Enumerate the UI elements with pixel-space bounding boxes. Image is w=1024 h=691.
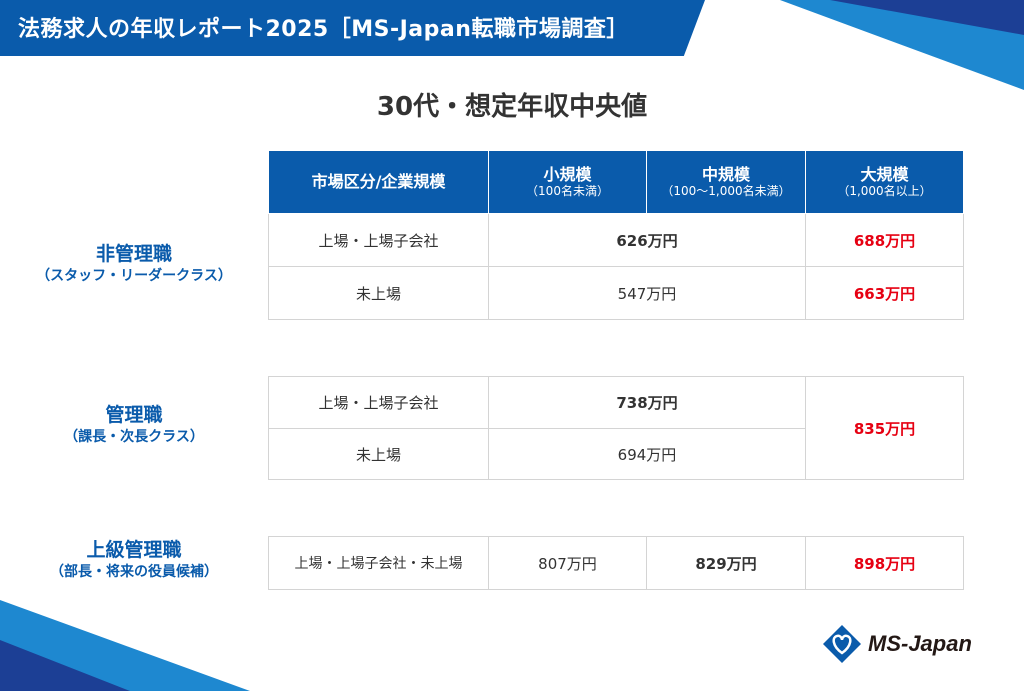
value-cell: 694万円 [488, 428, 806, 480]
section-label-manager: 管理職 （課長・次長クラス） [64, 404, 204, 445]
table-row: 未上場 547万円 663万円 [268, 266, 964, 320]
market-cell: 未上場 [268, 428, 489, 480]
value-cell-large: 688万円 [805, 213, 964, 267]
value-cell: 626万円 [488, 213, 806, 267]
salary-table-section-2: 上場・上場子会社 738万円 835万円 未上場 694万円 [268, 376, 964, 480]
header-small: 小規模 （100名未満） [488, 150, 647, 214]
value-cell-small: 807万円 [488, 536, 647, 590]
market-cell: 上場・上場子会社 [268, 213, 489, 267]
chart-subtitle: 30代・想定年収中央値 [376, 92, 648, 122]
salary-table-section-3: 上場・上場子会社・未上場 807万円 829万円 898万円 [268, 536, 964, 590]
report-title: 法務求人の年収レポート2025［MS-Japan転職市場調査］ [18, 17, 629, 42]
market-cell: 上場・上場子会社 [268, 376, 489, 429]
table-row: 上場・上場子会社・未上場 807万円 829万円 898万円 [268, 536, 964, 590]
ms-japan-logo: MS-Japan [822, 624, 972, 664]
header-large: 大規模 （1,000名以上） [805, 150, 964, 214]
header-mid: 中規模 （100〜1,000名未満） [646, 150, 806, 214]
header-market: 市場区分/企業規模 [268, 150, 489, 214]
market-cell: 上場・上場子会社・未上場 [268, 536, 489, 590]
value-cell: 547万円 [488, 266, 806, 320]
salary-table-section-1: 市場区分/企業規模 小規模 （100名未満） 中規模 （100〜1,000名未満） … [268, 150, 964, 320]
table-row: 未上場 694万円 [268, 428, 964, 480]
value-cell-large: 898万円 [805, 536, 964, 590]
market-cell: 未上場 [268, 266, 489, 320]
value-cell-large: 663万円 [805, 266, 964, 320]
logo-diamond-icon [823, 625, 861, 663]
value-cell: 738万円 [488, 376, 806, 429]
section-label-non-manager: 非管理職 （スタッフ・リーダークラス） [36, 243, 232, 284]
title-banner [0, 0, 705, 56]
section-label-senior-manager: 上級管理職 （部長・将来の役員候補） [50, 539, 218, 580]
table-row: 上場・上場子会社 626万円 688万円 [268, 213, 964, 267]
table-row: 上場・上場子会社 738万円 835万円 [268, 376, 964, 480]
value-cell-large: 835万円 [805, 376, 964, 480]
value-cell-mid: 829万円 [646, 536, 806, 590]
table-header-row: 市場区分/企業規模 小規模 （100名未満） 中規模 （100〜1,000名未満） … [268, 150, 964, 214]
